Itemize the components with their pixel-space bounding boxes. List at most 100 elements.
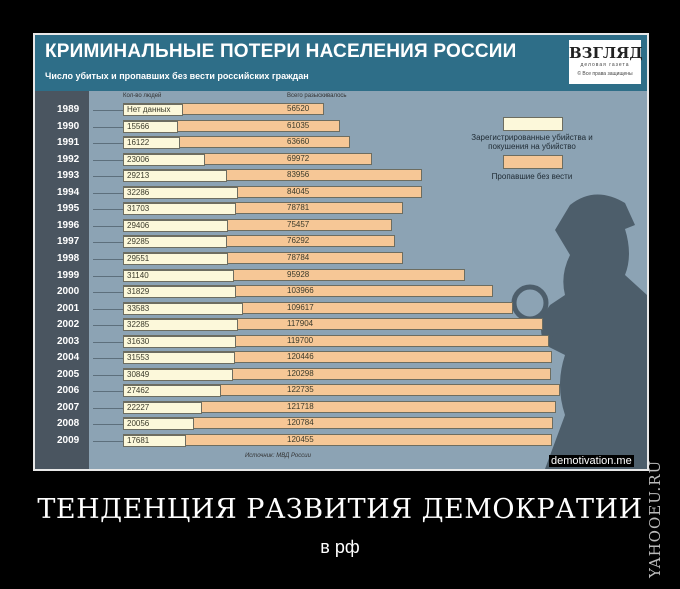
bar-registered xyxy=(123,104,183,116)
year-tick xyxy=(93,143,123,145)
bar-registered xyxy=(123,368,233,381)
year-label: 1996 xyxy=(57,219,80,231)
chart-subtitle: Число убитых и пропавших без вести росси… xyxy=(45,71,309,81)
value-label-registered: 29285 xyxy=(127,237,150,247)
year-label: 2003 xyxy=(57,335,80,347)
bar-registered xyxy=(123,352,236,365)
bar-registered xyxy=(123,435,186,447)
bar-registered xyxy=(123,252,229,265)
value-label-registered: 29551 xyxy=(127,253,150,263)
value-label-registered: 16122 xyxy=(127,138,150,148)
value-label-registered: 31829 xyxy=(127,287,150,297)
year-label: 2002 xyxy=(57,319,80,331)
value-label-registered: 17681 xyxy=(127,436,150,445)
bar-registered xyxy=(123,219,228,232)
logo-tagline: деловая газета xyxy=(580,62,630,68)
chart-title: КРИМИНАЛЬНЫЕ ПОТЕРИ НАСЕЛЕНИЯ РОССИИ xyxy=(45,41,517,62)
value-label-registered: Нет данных xyxy=(127,105,171,114)
bar-registered xyxy=(123,203,236,216)
year-tick xyxy=(93,126,123,128)
legend-label-registered: Зарегистрированные убийства и покушения … xyxy=(471,133,593,151)
value-label-missing: 95928 xyxy=(287,269,310,279)
value-label-missing: 63660 xyxy=(287,137,310,147)
value-label-registered: 31553 xyxy=(127,353,150,363)
value-label-registered: 20056 xyxy=(127,419,150,429)
year-tick xyxy=(93,325,123,327)
bar-registered xyxy=(123,269,234,282)
year-tick xyxy=(93,407,123,409)
year-tick xyxy=(93,225,123,227)
year-label: 1992 xyxy=(57,153,80,165)
year-tick xyxy=(93,292,123,294)
bar-registered xyxy=(123,302,243,315)
value-label-registered: 29406 xyxy=(127,220,150,230)
value-label-missing: 121718 xyxy=(287,401,314,411)
year-label: 2006 xyxy=(57,385,80,397)
value-label-missing: 120298 xyxy=(287,368,314,378)
value-label-registered: 22227 xyxy=(127,402,150,412)
detective-silhouette-icon xyxy=(511,194,647,469)
year-label: 2007 xyxy=(57,401,80,413)
year-label: 2000 xyxy=(57,286,80,298)
year-tick xyxy=(93,110,123,111)
value-label-missing: 78784 xyxy=(287,252,310,262)
year-column xyxy=(35,91,89,469)
bar-registered xyxy=(123,153,205,166)
value-label-registered: 15566 xyxy=(127,121,150,131)
value-label-registered: 27462 xyxy=(127,386,150,396)
value-label-missing: 120784 xyxy=(287,418,314,428)
year-label: 2009 xyxy=(57,435,80,446)
value-label-missing: 56520 xyxy=(287,104,310,113)
year-label: 2008 xyxy=(57,418,80,430)
bar-registered xyxy=(123,401,203,414)
poster-subline: в рф xyxy=(320,537,360,557)
column-header-people: Кол-во людей xyxy=(123,93,162,99)
value-label-missing: 78781 xyxy=(287,203,310,213)
value-label-missing: 103966 xyxy=(287,286,314,296)
bar-registered xyxy=(123,120,179,133)
year-label: 1989 xyxy=(57,104,80,115)
year-label: 1997 xyxy=(57,236,80,248)
year-label: 1991 xyxy=(57,137,80,149)
year-tick xyxy=(93,275,123,277)
value-label-missing: 84045 xyxy=(287,186,310,196)
bar-missing xyxy=(123,434,552,446)
value-label-missing: 109617 xyxy=(287,302,314,312)
value-label-registered: 23006 xyxy=(127,154,150,164)
bar-registered xyxy=(123,137,181,150)
header: КРИМИНАЛЬНЫЕ ПОТЕРИ НАСЕЛЕНИЯ РОССИИ Чис… xyxy=(35,35,647,91)
year-tick xyxy=(93,242,123,244)
value-label-registered: 31703 xyxy=(127,204,150,214)
year-tick xyxy=(93,209,123,211)
infographic: КРИМИНАЛЬНЫЕ ПОТЕРИ НАСЕЛЕНИЯ РОССИИ Чис… xyxy=(33,33,649,471)
legend-swatch-registered xyxy=(503,117,563,131)
bar-registered xyxy=(123,236,228,249)
bar-registered xyxy=(123,170,227,183)
value-label-registered: 32285 xyxy=(127,320,150,330)
year-tick xyxy=(93,441,123,442)
value-label-registered: 31630 xyxy=(127,336,150,346)
year-tick xyxy=(93,258,123,260)
logo: ВЗГЛЯД деловая газета © Все права защище… xyxy=(569,40,643,84)
year-label: 1994 xyxy=(57,186,80,198)
bar-registered xyxy=(123,186,238,199)
poster-headline: ТЕНДЕНЦИЯ РАЗВИТИЯ ДЕМОКРАТИИ xyxy=(37,494,643,525)
legend-label-missing: Пропавшие без вести xyxy=(491,172,573,181)
year-label: 2004 xyxy=(57,352,80,364)
year-tick xyxy=(93,391,123,393)
year-label: 1995 xyxy=(57,203,80,215)
year-label: 1990 xyxy=(57,120,80,132)
bar-registered xyxy=(123,286,237,299)
value-label-missing: 120446 xyxy=(287,352,314,362)
watermark: demotivation.me xyxy=(549,455,634,467)
year-label: 2005 xyxy=(57,368,80,380)
column-header-total: Всего разыскивалось xyxy=(287,93,347,99)
year-label: 1999 xyxy=(57,269,80,281)
year-tick xyxy=(93,358,123,360)
year-tick xyxy=(93,424,123,426)
value-label-missing: 83956 xyxy=(287,170,310,180)
year-label: 1998 xyxy=(57,252,80,264)
logo-name: ВЗГЛЯД xyxy=(569,44,643,62)
value-label-registered: 30849 xyxy=(127,369,150,379)
value-label-registered: 29213 xyxy=(127,171,150,181)
